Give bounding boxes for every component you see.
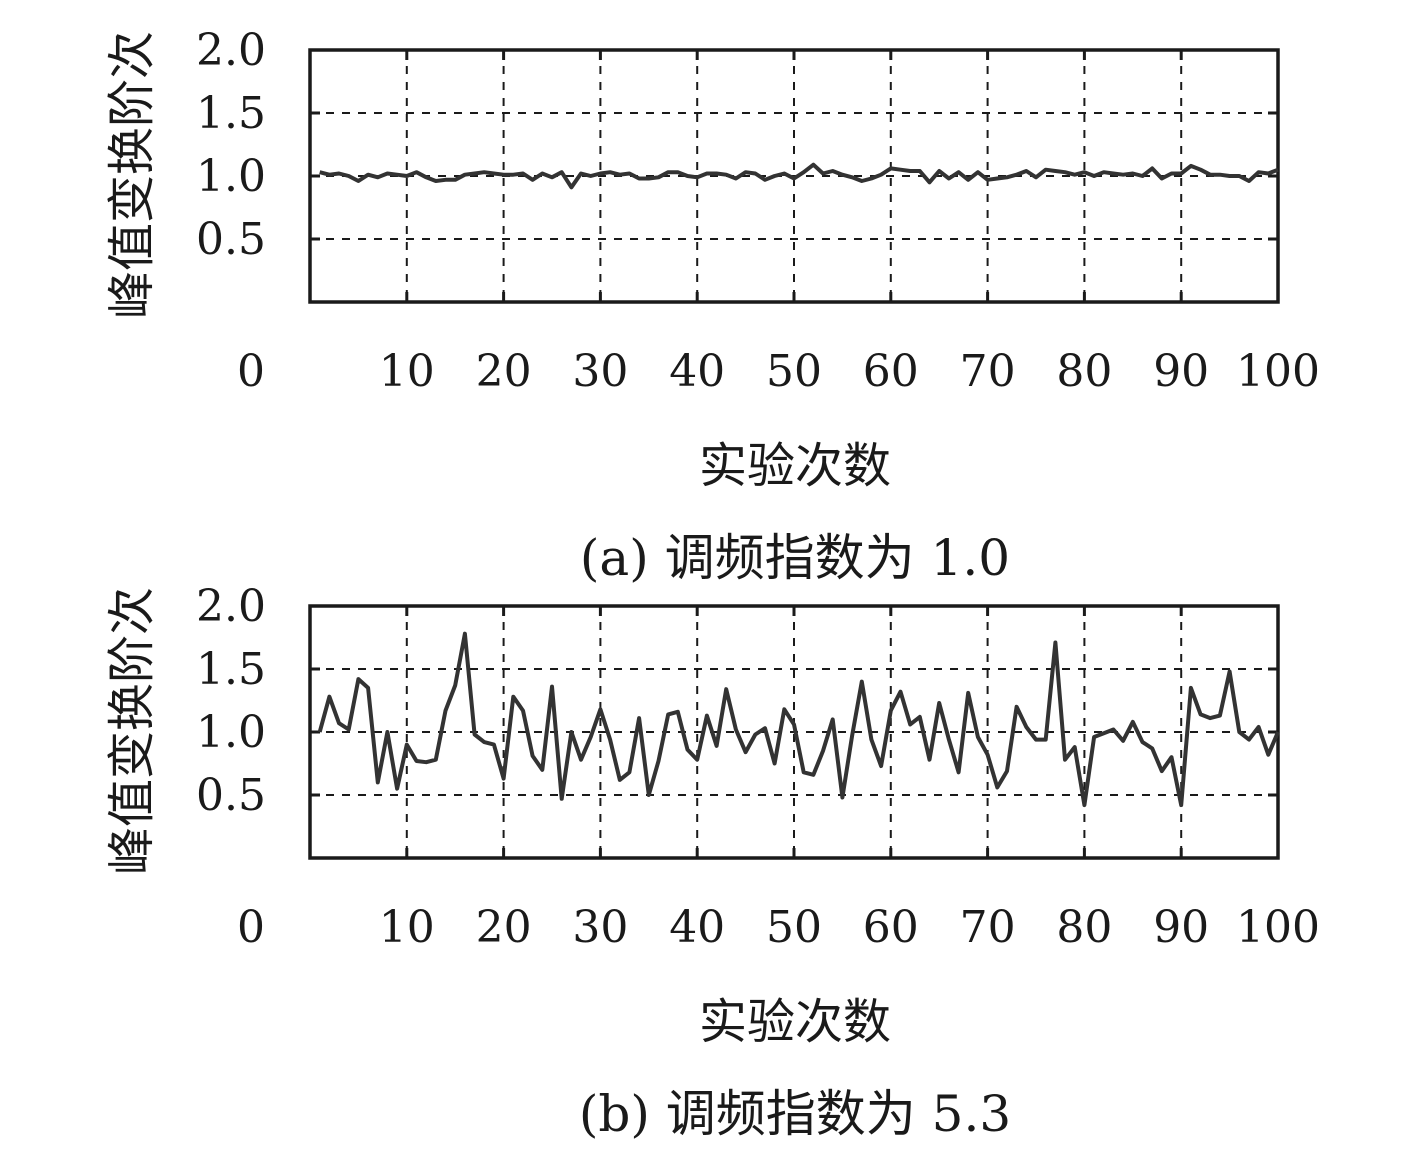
- x-tick-label: 0: [237, 902, 265, 953]
- chart-caption: (b) 调频指数为 5.3: [579, 1085, 1011, 1143]
- x-tick-label: 90: [1153, 346, 1209, 397]
- y-tick-label: 2.0: [196, 581, 266, 632]
- x-axis-title: 实验次数: [699, 438, 891, 494]
- y-axis-title: 峰值变换阶次: [104, 587, 160, 875]
- x-tick-label: 90: [1153, 902, 1209, 953]
- x-tick-label: 30: [572, 346, 628, 397]
- x-tick-label: 50: [766, 346, 822, 397]
- series-line: [317, 631, 1280, 808]
- x-tick-label: 0: [237, 346, 265, 397]
- y-tick-label: 1.5: [196, 644, 266, 695]
- x-tick-label: 50: [766, 902, 822, 953]
- chart-a-svg: 0.5 1.0 1.5 2.0 0 10 20 30 40 50 60 70 80 90 100 实验次数…: [104, 25, 1320, 587]
- x-tick-label: 80: [1056, 346, 1112, 397]
- chart-panel-b: 0.5 1.0 1.5 2.0 0 10 20 30 40 50 60 70 80 90 100 实验次数…: [0, 556, 1417, 1143]
- plot-frame: [308, 48, 1280, 304]
- chart-b-svg: 0.5 1.0 1.5 2.0 0 10 20 30 40 50 60 70 80 90 100 实验次数…: [104, 581, 1320, 1143]
- y-tick-label: 0.5: [196, 214, 266, 265]
- x-tick-label: 40: [669, 902, 725, 953]
- x-tick-label: 10: [379, 902, 435, 953]
- y-tick-label: 1.0: [196, 707, 266, 758]
- x-tick-label: 40: [669, 346, 725, 397]
- y-tick-label: 0.5: [196, 770, 266, 821]
- x-axis-title: 实验次数: [699, 994, 891, 1050]
- x-tick-label: 70: [960, 346, 1016, 397]
- x-tick-label: 60: [863, 346, 919, 397]
- x-tick-label: 100: [1236, 902, 1320, 953]
- x-tick-label: 10: [379, 346, 435, 397]
- y-axis-title: 峰值变换阶次: [104, 31, 160, 319]
- x-tick-label: 60: [863, 902, 919, 953]
- y-tick-label: 1.5: [196, 88, 266, 139]
- x-tick-label: 20: [476, 346, 532, 397]
- x-tick-label: 20: [476, 902, 532, 953]
- x-tick-label: 100: [1236, 346, 1320, 397]
- series-line: [319, 162, 1279, 190]
- x-tick-label: 30: [572, 902, 628, 953]
- x-tick-label: 70: [960, 902, 1016, 953]
- x-tick-label: 80: [1056, 902, 1112, 953]
- y-tick-label: 2.0: [196, 25, 266, 76]
- y-tick-label: 1.0: [196, 151, 266, 202]
- chart-panel-a: 0.5 1.0 1.5 2.0 0 10 20 30 40 50 60 70 80 90 100 实验次数…: [104, 25, 1320, 587]
- chart-caption: (a) 调频指数为 1.0: [580, 529, 1010, 587]
